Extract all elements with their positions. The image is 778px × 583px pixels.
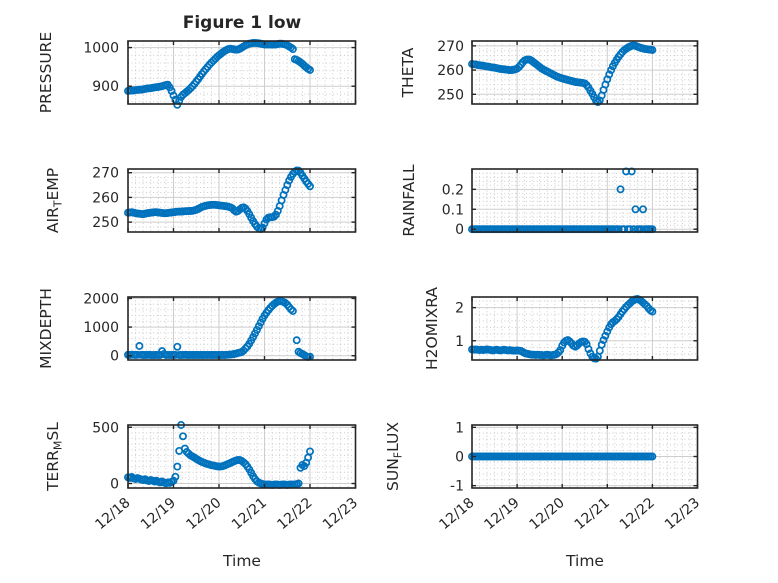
plot-area — [128, 169, 356, 232]
x-tick-label: 12/19 — [481, 495, 522, 533]
y-tick-label: 0.2 — [442, 182, 464, 198]
data-points — [468, 452, 657, 461]
y-tick-labels: 0 1000 2000 — [83, 291, 119, 364]
y-tick-label: 270 — [92, 166, 119, 182]
y-tick-label: 250 — [437, 87, 464, 103]
time-axis-label-left: Time — [222, 552, 261, 570]
minor-grid — [472, 297, 698, 360]
subplot-terr_msl: 0 500 TERRMSL 12/18 12/19 12/20 12/21 12/22 12/2… — [44, 420, 361, 533]
y-tick-labels: 0 0.1 0.2 — [442, 182, 464, 238]
data-points — [124, 297, 314, 361]
y-tick-labels: 250 260 270 — [92, 166, 119, 231]
tick-marks — [127, 297, 357, 360]
minor-grid — [472, 41, 698, 104]
x-tick-label: 12/22 — [617, 495, 658, 533]
y-tick-label: 1 — [455, 334, 464, 350]
y-tick-labels: 900 1000 — [83, 41, 119, 96]
y-axis-label-mixdepth: MIXDEPTH — [37, 288, 55, 369]
tick-marks — [127, 169, 357, 232]
time-axis-label-right: Time — [565, 552, 604, 570]
y-tick-labels: 250 260 270 — [437, 39, 464, 103]
x-tick-label: 12/18 — [436, 495, 477, 533]
major-grid — [472, 169, 698, 232]
y-tick-label: 0 — [110, 349, 119, 365]
y-tick-label: 0 — [110, 477, 119, 493]
y-tick-label: 260 — [437, 63, 464, 79]
y-axis-label-pressure: PRESSURE — [37, 32, 55, 114]
y-tick-label: 2 — [455, 301, 464, 317]
x-tick-label: 12/18 — [92, 495, 133, 533]
y-axis-label-theta: THETA — [399, 47, 417, 98]
tick-marks — [471, 425, 699, 488]
y-tick-label: 1000 — [83, 41, 119, 57]
subplot-mixdepth: 0 1000 2000 MIXDEPTH — [37, 288, 357, 369]
x-tick-label: 12/20 — [183, 495, 224, 533]
y-axis-label-h2omixra: H2OMIXRA — [423, 287, 441, 370]
y-tick-label: 260 — [92, 190, 119, 206]
data-points — [468, 41, 657, 107]
subplot-rainfall: 0 0.1 0.2 RAINFALL — [400, 164, 699, 238]
y-axis-label-sun_flux: SUNFLUX — [384, 422, 405, 491]
y-tick-label: 0 — [455, 450, 464, 466]
axes-box — [471, 40, 699, 105]
x-tick-labels: 12/18 12/19 12/20 12/21 12/22 12/23 — [92, 495, 361, 533]
tick-marks — [471, 169, 699, 232]
tick-marks — [471, 297, 699, 360]
y-tick-label: 1 — [455, 420, 464, 436]
figure-title: Figure 1 low — [183, 13, 302, 33]
data-points — [468, 295, 657, 363]
y-tick-label: 500 — [92, 420, 119, 436]
y-tick-label: 2000 — [83, 291, 119, 307]
axes-box — [127, 424, 357, 489]
tick-marks — [471, 41, 699, 104]
subplot-air_temp: 250 260 270 AIRTEMP — [44, 166, 357, 233]
y-axis-label-rainfall: RAINFALL — [400, 164, 418, 237]
y-tick-label: 0.1 — [442, 202, 464, 218]
subplot-pressure: 900 1000 PRESSURE — [37, 32, 357, 114]
y-tick-label: -1 — [450, 479, 464, 495]
y-tick-label: 900 — [92, 79, 119, 95]
major-grid — [128, 169, 356, 232]
x-tick-label: 12/23 — [320, 495, 361, 533]
plot-area — [128, 425, 356, 488]
major-grid — [128, 425, 356, 488]
x-tick-label: 12/21 — [572, 495, 613, 533]
x-tick-labels: 12/18 12/19 12/20 12/21 12/22 12/23 — [436, 495, 703, 533]
subplot-theta: 250 260 270 THETA — [399, 39, 699, 107]
axes-box — [471, 296, 699, 361]
y-axis-label-terr_msl: TERRMSL — [44, 422, 65, 492]
axes-box — [127, 296, 357, 361]
y-tick-label: 1000 — [83, 320, 119, 336]
axes-box — [471, 168, 699, 233]
x-tick-label: 12/21 — [229, 495, 270, 533]
axes-box — [127, 168, 357, 233]
minor-grid — [472, 425, 698, 488]
axes-box — [127, 40, 357, 105]
y-tick-labels: 0 500 — [92, 420, 119, 492]
subplot-sun_flux: -1 0 1 SUNFLUX 12/18 12/19 12/20 12/21 12/22 12/2… — [384, 420, 703, 533]
y-tick-label: 0 — [455, 222, 464, 238]
x-tick-label: 12/19 — [138, 495, 179, 533]
y-tick-labels: 12 — [455, 301, 464, 350]
tick-marks — [127, 425, 357, 488]
y-tick-labels: -1 0 1 — [450, 420, 464, 494]
y-tick-label: 270 — [437, 39, 464, 55]
y-tick-label: 250 — [92, 215, 119, 231]
x-tick-label: 12/23 — [662, 495, 703, 533]
plot-area — [472, 169, 698, 232]
x-tick-label: 12/20 — [527, 495, 568, 533]
minor-grid — [472, 169, 698, 232]
tick-marks — [127, 41, 357, 104]
x-tick-label: 12/22 — [274, 495, 315, 533]
data-points — [124, 166, 314, 233]
y-axis-label-air_temp: AIRTEMP — [44, 168, 65, 233]
